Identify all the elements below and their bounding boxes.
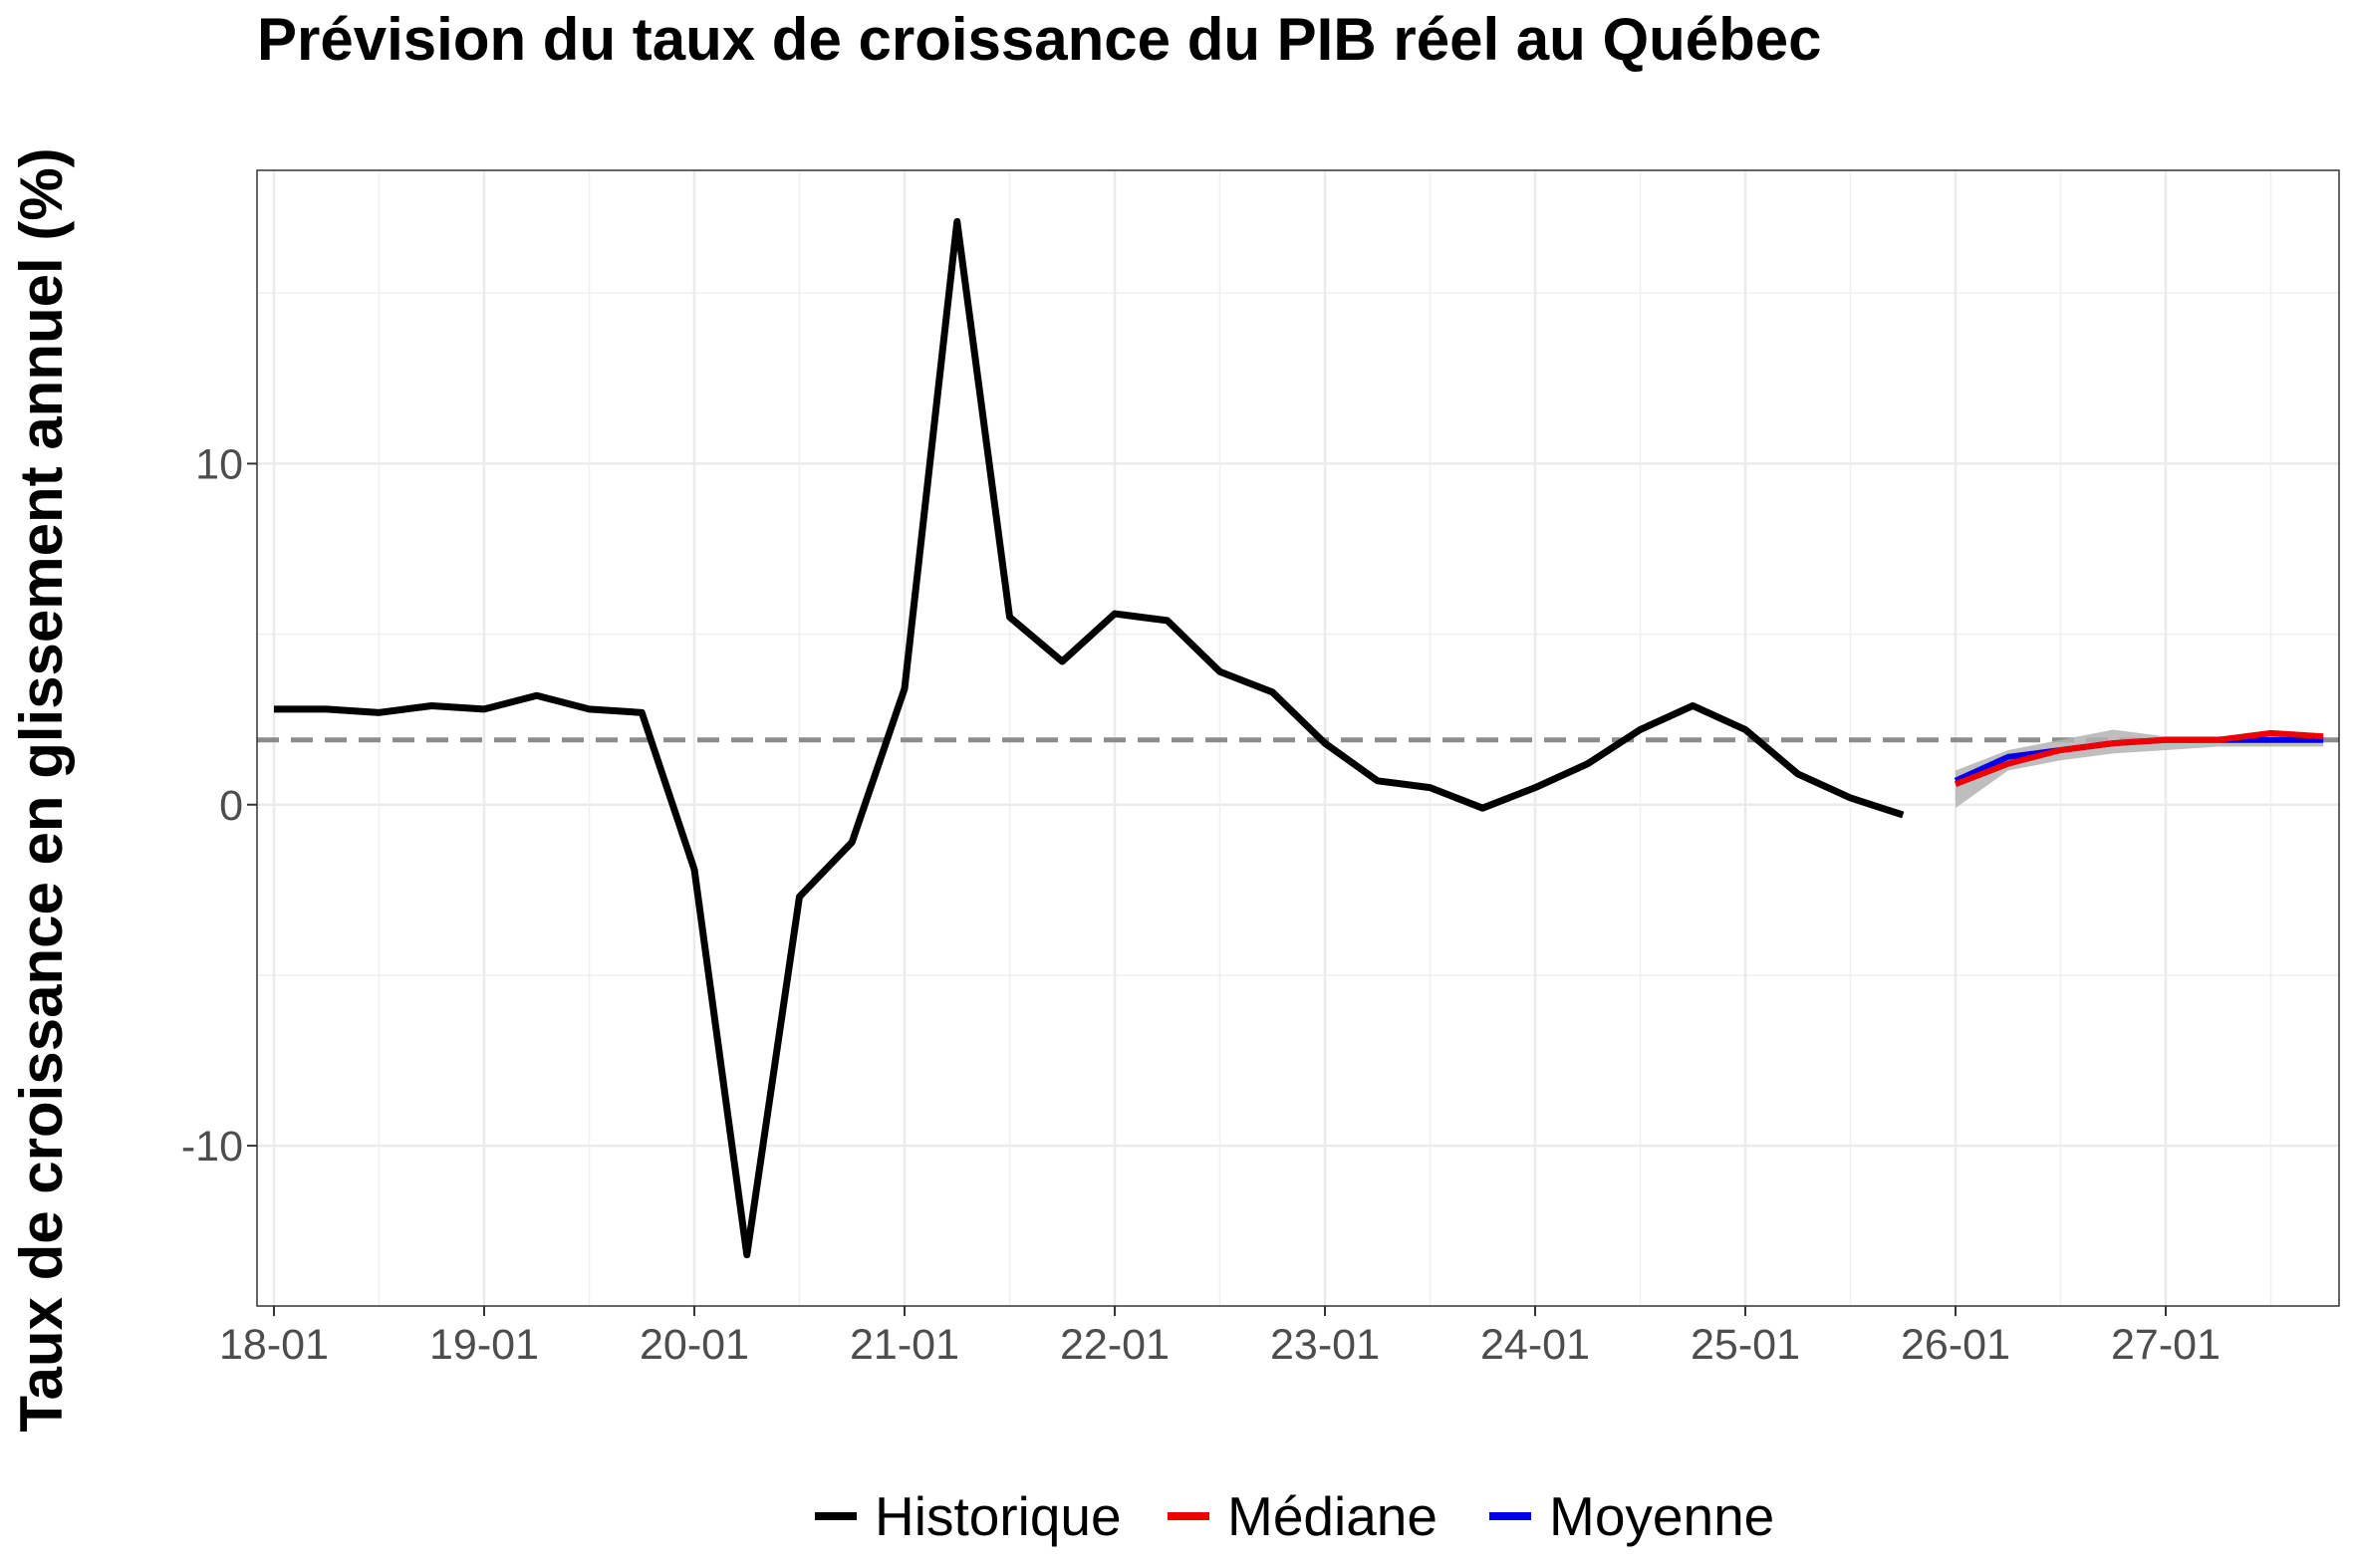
plot-border [256, 169, 2340, 1307]
y-tick-label: 10 [195, 440, 243, 488]
y-axis: 10 0 -10 [181, 440, 257, 1171]
x-tick-label: 19-01 [429, 1321, 539, 1369]
x-axis: 18-01 19-01 20-01 21-01 22-01 23-01 24-01 25-01… [219, 1306, 2221, 1369]
series-lines [274, 217, 2324, 1259]
y-tick-label: 0 [219, 782, 243, 830]
x-tick-label: 23-01 [1270, 1321, 1380, 1369]
y-axis-label: Taux de croissance en glissement annuel … [8, 147, 75, 1432]
legend: Historique Médiane Moyenne [815, 1485, 1774, 1547]
series-line-mediane [1954, 729, 2324, 788]
x-tick-label: 24-01 [1480, 1321, 1590, 1369]
x-tick-label: 27-01 [2111, 1321, 2221, 1369]
legend-label-1: Médiane [1227, 1485, 1438, 1547]
x-tick-label: 21-01 [850, 1321, 959, 1369]
x-tick-label: 20-01 [640, 1321, 749, 1369]
series-line-historique [274, 217, 1905, 1259]
x-tick-label: 22-01 [1060, 1321, 1170, 1369]
x-tick-label: 18-01 [219, 1321, 329, 1369]
x-tick-label: 26-01 [1901, 1321, 2010, 1369]
legend-label-0: Historique [875, 1485, 1122, 1547]
chart-title: Prévision du taux de croissance du PIB r… [257, 6, 1822, 73]
legend-label-2: Moyenne [1549, 1485, 1774, 1547]
x-tick-label: 25-01 [1691, 1321, 1800, 1369]
y-tick-label: -10 [181, 1123, 243, 1171]
